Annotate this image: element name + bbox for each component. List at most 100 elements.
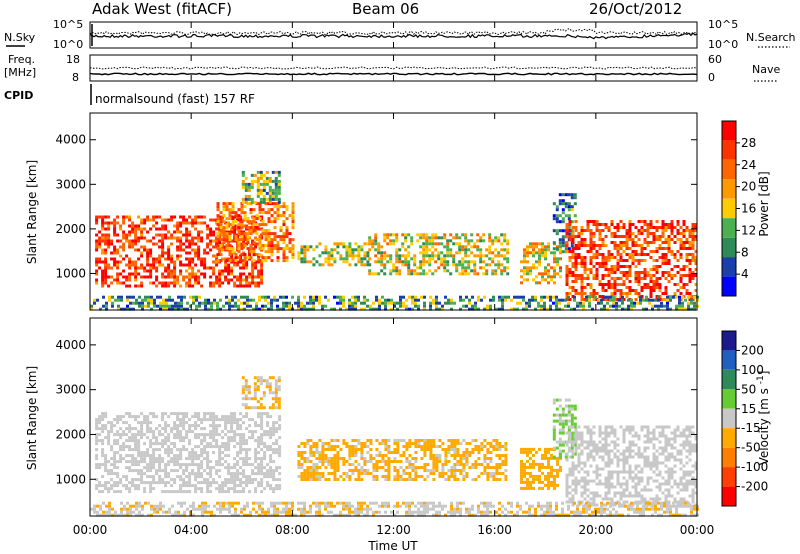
heatmap-cell	[188, 215, 192, 219]
heatmap-cell	[234, 295, 237, 299]
heatmap-cell	[443, 254, 447, 258]
heatmap-cell	[405, 298, 408, 302]
heatmap-cell	[239, 427, 243, 431]
heatmap-cell	[197, 454, 201, 458]
heatmap-cell	[516, 307, 519, 311]
heatmap-cell	[687, 307, 690, 311]
heatmap-cell	[152, 430, 156, 434]
heatmap-cell	[552, 425, 556, 429]
heatmap-cell	[368, 269, 372, 273]
heatmap-cell	[327, 463, 331, 466]
heatmap-cell	[218, 215, 222, 219]
heatmap-cell	[555, 217, 559, 221]
heatmap-cell	[547, 459, 550, 463]
heatmap-cell	[435, 457, 439, 460]
heatmap-cell	[583, 485, 587, 489]
heatmap-cell	[140, 254, 144, 258]
heatmap-cell	[243, 259, 247, 263]
heatmap-cell	[691, 226, 695, 229]
heatmap-cell	[240, 226, 244, 230]
heatmap-cell	[312, 463, 316, 466]
heatmap-cell	[630, 304, 633, 308]
heatmap-cell	[649, 226, 653, 229]
heatmap-cell	[423, 466, 427, 469]
heatmap-cell	[580, 443, 584, 447]
heatmap-cell	[384, 448, 388, 451]
heatmap-cell	[570, 446, 574, 450]
heatmap-cell	[558, 455, 562, 459]
heatmap-cell	[241, 197, 245, 201]
heatmap-cell	[324, 454, 328, 457]
heatmap-cell	[291, 238, 295, 242]
heatmap-cell	[144, 304, 147, 308]
heatmap-cell	[137, 487, 141, 491]
heatmap-cell	[541, 251, 544, 255]
heatmap-cell	[547, 275, 550, 279]
heatmap-cell	[182, 418, 186, 422]
heatmap-cell	[486, 472, 490, 475]
heatmap-cell	[444, 451, 448, 454]
heatmap-cell	[279, 307, 282, 311]
heatmap-cell	[443, 233, 447, 237]
heatmap-cell	[155, 242, 159, 246]
heatmap-cell	[268, 391, 272, 395]
heatmap-cell	[357, 295, 360, 299]
heatmap-cell	[503, 254, 507, 258]
heatmap-cell	[265, 191, 269, 195]
heatmap-cell	[200, 490, 204, 494]
heatmap-cell	[113, 451, 117, 455]
heatmap-cell	[468, 307, 471, 311]
heatmap-cell	[378, 466, 382, 469]
colorbar-tick-label: 24	[741, 158, 756, 172]
heatmap-cell	[98, 260, 102, 264]
heatmap-cell	[345, 472, 349, 475]
heatmap-cell	[271, 170, 275, 174]
heatmap-cell	[526, 480, 529, 484]
heatmap-cell	[682, 286, 686, 289]
heatmap-cell	[601, 241, 605, 244]
heatmap-cell	[234, 304, 237, 308]
heatmap-cell	[348, 263, 352, 267]
heatmap-cell	[631, 259, 635, 262]
heatmap-cell	[405, 457, 409, 460]
heatmap-cell	[155, 215, 159, 219]
heatmap-cell	[256, 400, 260, 404]
heatmap-cell	[218, 424, 222, 428]
heatmap-cell	[598, 262, 602, 265]
heatmap-cell	[368, 236, 372, 240]
heatmap-cell	[212, 233, 216, 237]
heatmap-cell	[150, 307, 153, 311]
heatmap-cell	[580, 274, 584, 277]
heatmap-cell	[212, 245, 216, 249]
heatmap-cell	[558, 301, 561, 305]
heatmap-cell	[357, 448, 361, 451]
heatmap-cell	[637, 262, 641, 265]
heatmap-cell	[161, 412, 165, 416]
heatmap-cell	[260, 433, 264, 437]
heatmap-cell	[553, 269, 556, 273]
heatmap-cell	[339, 295, 342, 299]
heatmap-cell	[371, 242, 375, 246]
heatmap-cell	[556, 272, 559, 276]
heatmap-cell	[333, 260, 337, 264]
heatmap-cell	[339, 257, 343, 261]
heatmap-cell	[333, 463, 337, 466]
heatmap-cell	[679, 268, 683, 271]
heatmap-cell	[254, 236, 258, 240]
heatmap-cell	[471, 295, 474, 299]
heatmap-cell	[222, 241, 226, 245]
heatmap-cell	[520, 269, 523, 273]
heatmap-cell	[664, 259, 668, 262]
heatmap-cell	[122, 242, 126, 246]
heatmap-cell	[399, 295, 402, 299]
heatmap-cell	[179, 448, 183, 452]
heatmap-cell	[236, 484, 240, 488]
heatmap-cell	[417, 304, 420, 308]
heatmap-cell	[107, 481, 111, 485]
heatmap-cell	[577, 446, 581, 450]
heatmap-cell	[176, 469, 180, 473]
heatmap-cell	[549, 298, 552, 302]
heatmap-cell	[209, 248, 213, 252]
heatmap-cell	[300, 442, 304, 445]
heatmap-cell	[458, 251, 462, 255]
